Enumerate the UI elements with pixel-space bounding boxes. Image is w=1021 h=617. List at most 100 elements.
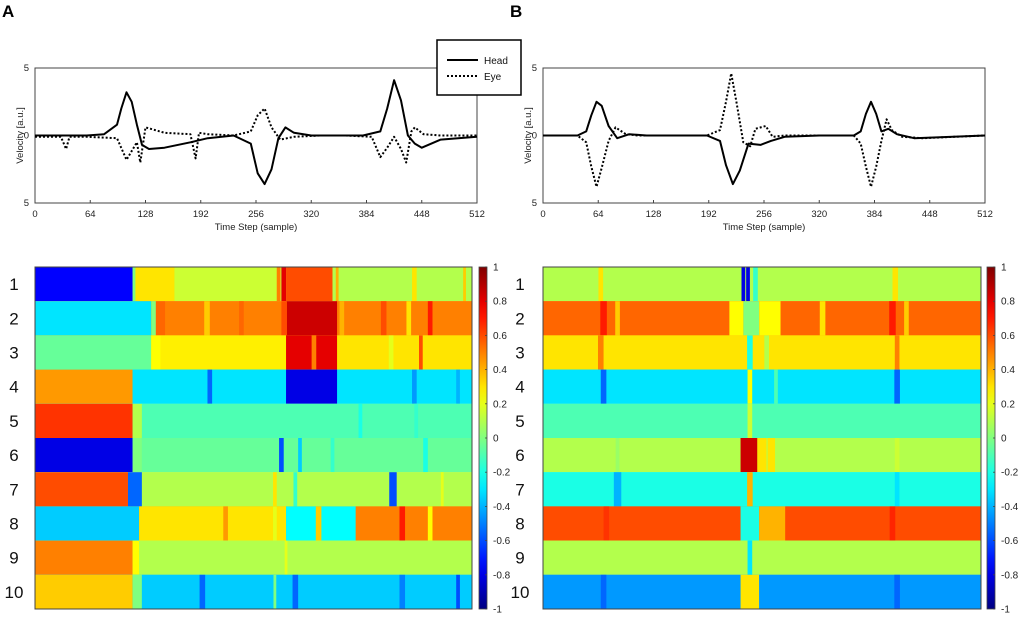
heatmap-segment [286, 267, 333, 302]
colorbar-tick-label: -0.6 [493, 536, 511, 547]
heatmap-segment [740, 438, 758, 473]
heatmap-band [330, 438, 335, 473]
heatmap-b: 1 2 3 4 5 6 7 8 9 10 [511, 266, 982, 610]
heatmap-band [741, 267, 746, 302]
x-tick-label: 128 [646, 209, 662, 220]
heatmap-segment [543, 506, 741, 541]
y-tick-label: 0 [532, 131, 537, 142]
heatmap-row [543, 472, 981, 507]
heatmap-band [904, 301, 909, 336]
heatmap-segment [757, 438, 767, 473]
heatmap-segment [35, 472, 128, 507]
heatmap-row [543, 267, 981, 302]
legend-head-label: Head [484, 56, 508, 67]
heatmap-band [412, 267, 417, 302]
heatmap-band [600, 301, 607, 336]
heatmap-segment [132, 438, 142, 473]
heatmap-segment [281, 267, 287, 302]
x-tick-label: 0 [540, 209, 545, 220]
x-tick-label: 192 [701, 209, 717, 220]
heatmap-segment [337, 369, 472, 404]
row-label: 3 [9, 344, 18, 363]
x-tick-label: 512 [977, 209, 993, 220]
heatmap-band [273, 472, 277, 507]
heatmap-band [335, 267, 339, 302]
x-tick-label: 64 [85, 209, 96, 220]
heatmap-segment [543, 267, 981, 302]
heatmap-segment [35, 301, 152, 336]
colorbar-tick-label: 0.4 [1001, 365, 1015, 376]
row-label: 9 [9, 549, 18, 568]
heatmap-segment [139, 506, 287, 541]
heatmap-band [279, 438, 284, 473]
y-tick-label: 5 [24, 198, 29, 209]
colorbar-tick-label: -0.4 [1001, 502, 1019, 513]
heatmap-segment [127, 472, 142, 507]
heatmap-segment [759, 301, 781, 336]
heatmap-segment [355, 506, 472, 541]
heatmap-row [543, 438, 981, 473]
heatmap-band [204, 301, 210, 336]
colorbar-tick-label: 0 [1001, 434, 1007, 445]
heatmap-band [273, 574, 277, 609]
heatmap-band [239, 301, 244, 336]
heatmap-band [600, 574, 607, 609]
heatmap-segment [740, 506, 760, 541]
heatmap-band [273, 506, 277, 541]
x-tick-label: 256 [756, 209, 772, 220]
heatmap-row [35, 438, 472, 473]
heatmap-row [35, 403, 472, 438]
heatmap-segment [759, 574, 981, 609]
heatmap-band [311, 335, 317, 370]
heatmap-band [423, 438, 428, 473]
heatmap-band [427, 301, 433, 336]
heatmap-segment [286, 301, 338, 336]
heatmap-segment [337, 301, 472, 336]
heatmap-band [388, 335, 394, 370]
heatmap-band [747, 540, 753, 575]
heatmap-band [894, 574, 900, 609]
heatmap-band [894, 335, 900, 370]
heatmap-segment [160, 335, 287, 370]
colorbar-tick-label: 0.8 [493, 297, 507, 308]
row-label: 3 [515, 344, 524, 363]
heatmap-band [894, 438, 900, 473]
heatmap-segment [139, 540, 472, 575]
heatmap-row [543, 369, 981, 404]
heatmap-segment [141, 403, 472, 438]
row-label: 9 [515, 549, 524, 568]
series-line-eye [543, 72, 986, 188]
heatmap-row [543, 301, 981, 336]
row-label: 10 [5, 583, 24, 602]
heatmap-segment [729, 301, 744, 336]
heatmap-band [419, 335, 423, 370]
y-axis-label: Velocity [a.u.] [15, 107, 26, 164]
heatmap-a: 1 2 3 4 5 6 7 8 9 10 [5, 266, 473, 610]
heatmap-frame [542, 266, 982, 610]
heatmap-segment [141, 574, 472, 609]
heatmap-row [543, 574, 981, 609]
row-label: 7 [515, 480, 524, 499]
colorbar-tick-label: 1 [1001, 263, 1007, 274]
heatmap-band [276, 267, 281, 302]
y-tick-label: 5 [532, 63, 537, 74]
x-tick-label: 64 [593, 209, 604, 220]
heatmap-band [603, 506, 610, 541]
heatmap-segment [543, 472, 981, 507]
plot-frame [542, 67, 986, 204]
y-tick-label: 5 [532, 198, 537, 209]
heatmap-segment [132, 540, 140, 575]
heatmap-row [35, 574, 472, 609]
y-tick-label: 0 [24, 131, 29, 142]
heatmap-band [427, 506, 433, 541]
x-tick-label: 128 [138, 209, 154, 220]
colorbar-tick-label: 0.4 [493, 365, 507, 376]
colorbar-tick-label: -0.6 [1001, 536, 1019, 547]
heatmap-band [223, 506, 228, 541]
heatmap-band [463, 267, 466, 302]
x-tick-label: 448 [414, 209, 430, 220]
row-label: 1 [9, 275, 18, 294]
x-tick-label: 320 [303, 209, 319, 220]
